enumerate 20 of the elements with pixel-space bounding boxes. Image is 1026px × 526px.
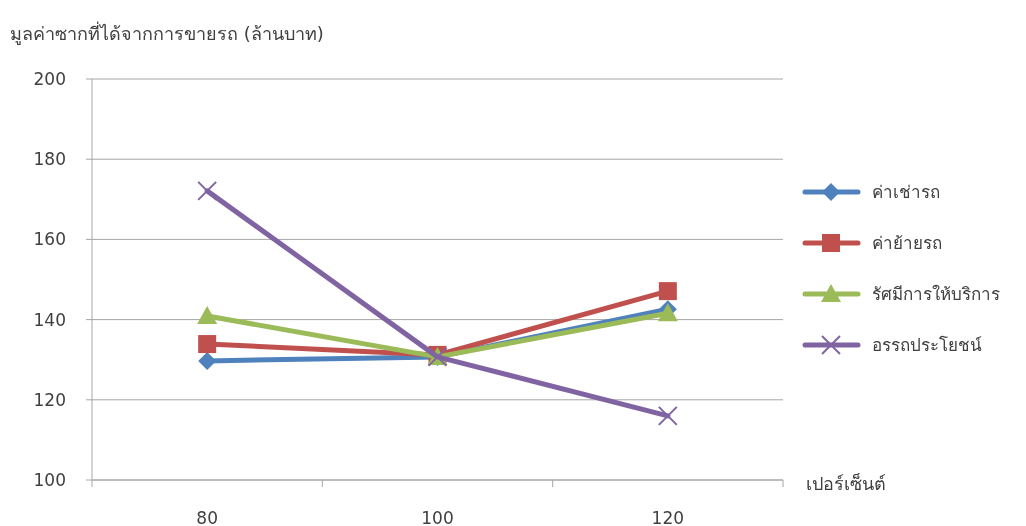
legend-label: ค่าเช่ารถ (872, 181, 940, 202)
point (197, 180, 218, 201)
x-tick-label: 120 (651, 508, 685, 526)
y-axis-title: มูลค่าซากที่ได้จากการขายรถ (ล้านบาท) (10, 21, 324, 45)
x-tick-label: 100 (421, 508, 454, 526)
legend-label: รัศมีการให้บริการ (872, 283, 1000, 304)
y-tick-label: 100 (33, 469, 66, 490)
y-tick-label: 160 (33, 229, 66, 250)
y-tick-label: 180 (33, 149, 66, 170)
x-tick-label: 80 (196, 508, 218, 526)
y-tick-label: 140 (33, 309, 66, 330)
legend-label: อรรถประโยชน์ (872, 334, 982, 355)
y-tick-label: 120 (33, 389, 66, 410)
y-tick-label: 200 (33, 68, 66, 89)
point (198, 335, 217, 354)
point (197, 305, 218, 324)
legend-label: ค่าย้ายรถ (872, 232, 942, 253)
x-axis-title: เปอร์เซ็นต์ (806, 472, 886, 494)
point (657, 405, 678, 426)
point (658, 282, 677, 301)
